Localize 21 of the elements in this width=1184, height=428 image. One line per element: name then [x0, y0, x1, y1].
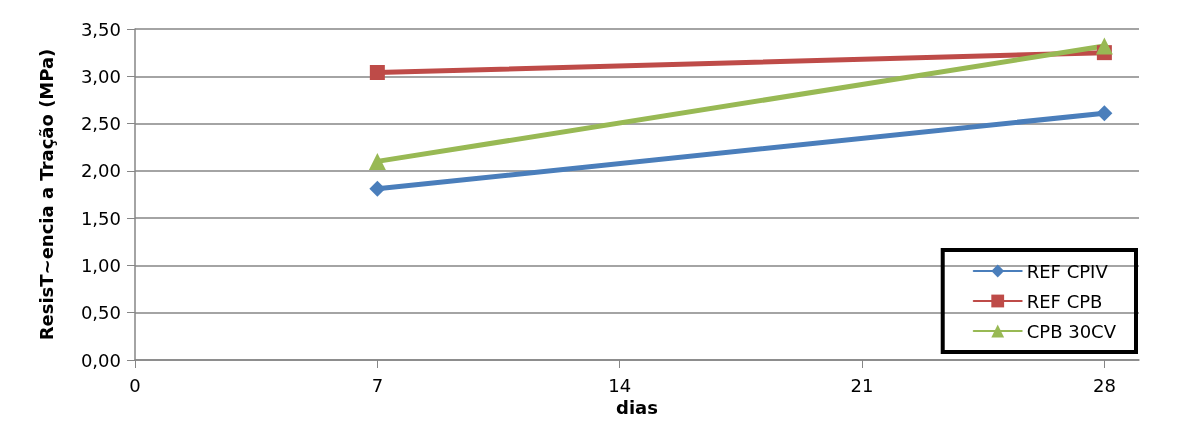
- x-axis-title: dias: [616, 397, 658, 419]
- x-tick-label: 28: [1092, 374, 1116, 396]
- y-tick-label: 1,00: [80, 254, 121, 276]
- x-tick-label: 7: [371, 374, 384, 396]
- point: [1096, 105, 1113, 122]
- legend-label: REF CPIV: [1026, 260, 1109, 282]
- y-tick-label: 2,50: [80, 113, 121, 135]
- legend-label: CPB 30CV: [1026, 320, 1117, 342]
- y-axis-title: ResisT~encia a Tração (MPa): [35, 48, 57, 341]
- x-tick-label: 14: [608, 374, 632, 396]
- point: [369, 65, 385, 80]
- y-tick-label: 1,50: [80, 207, 121, 229]
- y-tick-label: 3,50: [80, 18, 121, 40]
- y-tick-label: 2,00: [80, 160, 121, 182]
- y-tick-label: 3,00: [80, 65, 121, 87]
- x-tick-label: 21: [850, 374, 874, 396]
- legend-label: REF CPB: [1026, 290, 1103, 312]
- y-tick-label: 0,00: [80, 349, 121, 371]
- y-tick-label: 0,50: [80, 302, 121, 324]
- x-tick-label: 0: [129, 374, 141, 396]
- point: [369, 180, 386, 197]
